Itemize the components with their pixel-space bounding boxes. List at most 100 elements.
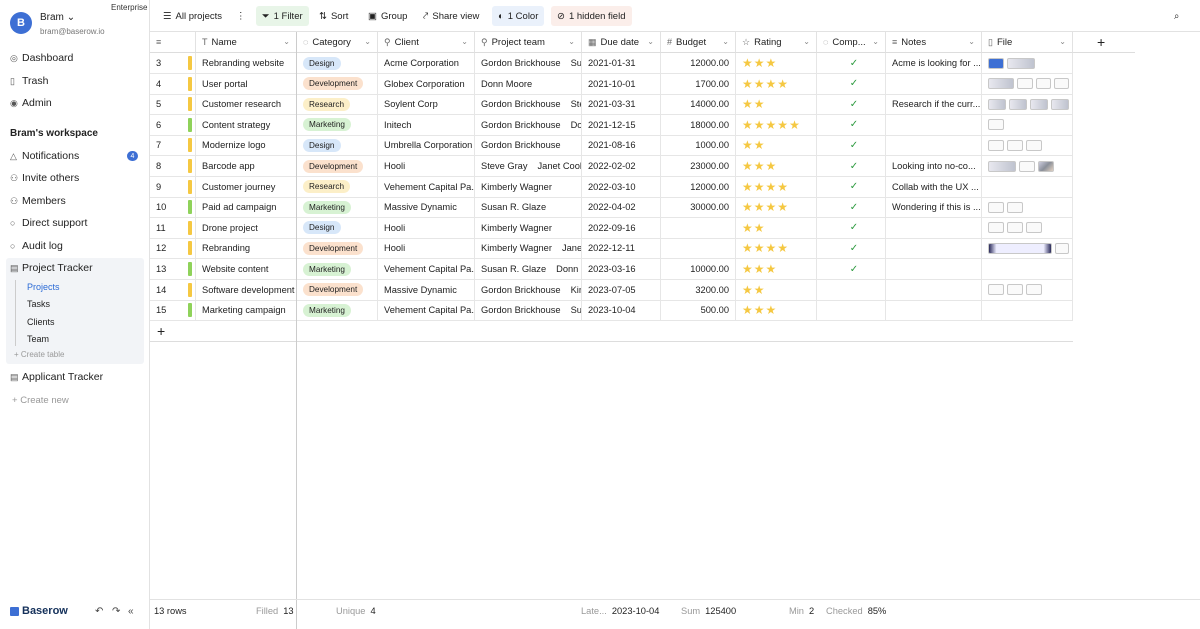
file-thumbnail[interactable] bbox=[1055, 242, 1069, 254]
cell-completed[interactable]: ✓ bbox=[817, 135, 886, 156]
table-row[interactable]: 11 Drone project Design Hooli Kimberly Wagne… bbox=[150, 217, 1073, 239]
cell-category[interactable]: Design bbox=[297, 135, 378, 156]
cell-client[interactable]: Vehement Capital Pa... bbox=[378, 300, 475, 321]
collapse-sidebar-icon[interactable]: « bbox=[128, 606, 134, 617]
star-icon[interactable]: ★ bbox=[765, 159, 777, 173]
color-button[interactable]: ◐ 1 Color bbox=[492, 6, 545, 26]
cell-rating[interactable]: ★ ★ ★ ★ ★ bbox=[736, 114, 817, 135]
star-icon[interactable]: ★ bbox=[753, 97, 765, 112]
sidebar-item-notifications[interactable]: △ Notifications bbox=[10, 150, 80, 162]
cell-completed[interactable]: ✓ bbox=[817, 94, 886, 115]
star-icon[interactable]: ★ bbox=[753, 282, 765, 297]
cell-project-team[interactable]: Gordon Brickhouse Kim bbox=[475, 279, 582, 300]
star-icon[interactable]: ★ bbox=[765, 200, 777, 215]
cell-completed[interactable] bbox=[817, 279, 886, 300]
cell-client[interactable]: Globex Corporation bbox=[378, 73, 475, 94]
column-header-client[interactable]: ⚲ Client ⌄ bbox=[378, 32, 475, 53]
group-button[interactable]: ▣ Group bbox=[368, 10, 408, 22]
star-icon[interactable]: ★ bbox=[742, 56, 753, 70]
sidebar-item-members[interactable]: ⚇ Members bbox=[10, 195, 66, 207]
cell-client[interactable]: Massive Dynamic bbox=[378, 197, 475, 218]
star-icon[interactable]: ★ bbox=[753, 200, 765, 215]
cell-notes[interactable]: Wondering if this is ... bbox=[886, 197, 982, 218]
file-thumbnail[interactable] bbox=[988, 242, 1053, 254]
sum-aggregation[interactable]: Sum 125400 bbox=[681, 606, 737, 616]
cell-budget[interactable]: 3200.00 bbox=[661, 279, 736, 300]
table-clients[interactable]: Clients bbox=[27, 317, 55, 327]
cell-notes[interactable] bbox=[886, 279, 982, 300]
cell-completed[interactable]: ✓ bbox=[817, 259, 886, 279]
cell-name[interactable]: Rebranding website bbox=[196, 53, 297, 73]
sidebar-item-audit[interactable]: ○ Audit log bbox=[10, 240, 63, 252]
column-header-notes[interactable]: ≡ Notes ⌄ bbox=[886, 32, 982, 53]
cell-budget[interactable]: 10000.00 bbox=[661, 259, 736, 279]
unique-aggregation[interactable]: Unique 4 bbox=[336, 606, 376, 616]
cell-budget[interactable]: 1000.00 bbox=[661, 135, 736, 156]
chevron-down-icon[interactable]: ⌄ bbox=[283, 37, 290, 46]
cell-rating[interactable]: ★ ★ bbox=[736, 94, 817, 115]
cell-notes[interactable]: Looking into no-co... bbox=[886, 156, 982, 176]
star-icon[interactable]: ★ bbox=[753, 117, 765, 132]
filter-button[interactable]: ⏷ 1 Filter bbox=[256, 6, 309, 26]
star-icon[interactable]: ★ bbox=[742, 97, 753, 112]
cell-category[interactable]: Development bbox=[297, 279, 378, 300]
cell-due-date[interactable]: 2023-03-16 bbox=[582, 259, 661, 279]
star-icon[interactable]: ★ bbox=[742, 159, 753, 173]
file-thumbnail[interactable] bbox=[1007, 201, 1023, 213]
cell-due-date[interactable]: 2021-10-01 bbox=[582, 73, 661, 94]
file-thumbnail[interactable] bbox=[1007, 222, 1023, 234]
cell-project-team[interactable]: Kimberly Wagner bbox=[475, 176, 582, 197]
cell-budget[interactable]: 14000.00 bbox=[661, 94, 736, 115]
star-icon[interactable]: ★ bbox=[765, 179, 777, 194]
cell-name[interactable]: User portal bbox=[196, 73, 297, 94]
cell-completed[interactable]: ✓ bbox=[817, 197, 886, 218]
column-header-budget[interactable]: # Budget ⌄ bbox=[661, 32, 736, 53]
star-icon[interactable]: ★ bbox=[777, 117, 789, 132]
search-icon[interactable]: ⌕ bbox=[1174, 10, 1180, 22]
column-header-file[interactable]: ▯ File ⌄ bbox=[982, 32, 1073, 53]
cell-category[interactable]: Design bbox=[297, 217, 378, 238]
cell-rating[interactable]: ★ ★ ★ ★ bbox=[736, 176, 817, 197]
sidebar-item-support[interactable]: ○ Direct support bbox=[10, 217, 88, 229]
file-thumbnail[interactable] bbox=[1030, 98, 1048, 110]
star-icon[interactable]: ★ bbox=[765, 76, 777, 91]
column-header-completed[interactable]: ◌ Comp... ⌄ bbox=[817, 32, 886, 53]
cell-name[interactable]: Marketing campaign bbox=[196, 300, 297, 321]
table-tasks[interactable]: Tasks bbox=[27, 299, 51, 309]
cell-file[interactable] bbox=[982, 217, 1073, 238]
chevron-down-icon[interactable]: ⌄ bbox=[722, 37, 729, 46]
cell-client[interactable]: Vehement Capital Pa... bbox=[378, 259, 475, 279]
cell-file[interactable] bbox=[982, 114, 1073, 135]
cell-project-team[interactable]: Gordon Brickhouse Sus bbox=[475, 53, 582, 73]
chevron-down-icon[interactable]: ⌄ bbox=[568, 37, 575, 46]
chevron-down-icon[interactable]: ⌄ bbox=[461, 37, 468, 46]
cell-completed[interactable]: ✓ bbox=[817, 238, 886, 259]
cell-file[interactable] bbox=[982, 94, 1073, 115]
cell-due-date[interactable]: 2022-02-02 bbox=[582, 156, 661, 176]
star-icon[interactable]: ★ bbox=[742, 200, 753, 215]
star-icon[interactable]: ★ bbox=[765, 303, 777, 318]
create-table-button[interactable]: + Create table bbox=[14, 350, 65, 359]
hidden-fields-button[interactable]: ⊘ 1 hidden field bbox=[551, 6, 632, 26]
cell-notes[interactable]: Collab with the UX ... bbox=[886, 176, 982, 197]
cell-completed[interactable]: ✓ bbox=[817, 73, 886, 94]
cell-due-date[interactable]: 2021-01-31 bbox=[582, 53, 661, 73]
star-icon[interactable]: ★ bbox=[753, 159, 765, 173]
cell-category[interactable]: Research bbox=[297, 176, 378, 197]
cell-client[interactable]: Hooli bbox=[378, 156, 475, 176]
cell-client[interactable]: Vehement Capital Pa... bbox=[378, 176, 475, 197]
table-row[interactable]: 9 Customer journey Research Vehement Capita… bbox=[150, 176, 1073, 198]
table-projects[interactable]: Projects bbox=[27, 282, 60, 292]
cell-file[interactable] bbox=[982, 238, 1073, 259]
file-thumbnail[interactable] bbox=[1017, 78, 1033, 90]
cell-name[interactable]: Paid ad campaign bbox=[196, 197, 297, 218]
cell-project-team[interactable]: Gordon Brickhouse Sus bbox=[475, 300, 582, 321]
cell-completed[interactable] bbox=[817, 300, 886, 321]
view-options-icon[interactable]: ⋮ bbox=[236, 10, 246, 22]
file-thumbnail[interactable] bbox=[988, 222, 1004, 234]
file-thumbnail[interactable] bbox=[988, 160, 1016, 172]
cell-client[interactable]: Initech bbox=[378, 114, 475, 135]
cell-category[interactable]: Marketing bbox=[297, 259, 378, 279]
column-header-due-date[interactable]: ▦ Due date ⌄ bbox=[582, 32, 661, 53]
cell-notes[interactable]: Acme is looking for ... bbox=[886, 53, 982, 73]
